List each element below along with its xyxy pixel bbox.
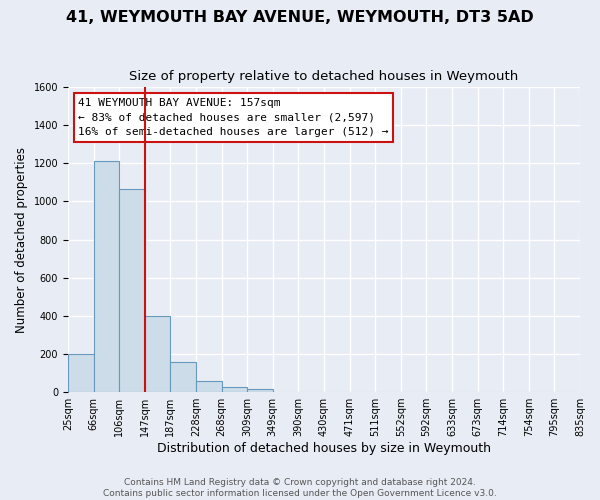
X-axis label: Distribution of detached houses by size in Weymouth: Distribution of detached houses by size … xyxy=(157,442,491,455)
Bar xyxy=(68,354,94,392)
Bar xyxy=(145,316,170,392)
Bar xyxy=(221,388,247,392)
Text: 41, WEYMOUTH BAY AVENUE, WEYMOUTH, DT3 5AD: 41, WEYMOUTH BAY AVENUE, WEYMOUTH, DT3 5… xyxy=(66,10,534,25)
Bar xyxy=(247,388,273,392)
Bar xyxy=(119,189,145,392)
Text: 41 WEYMOUTH BAY AVENUE: 157sqm
← 83% of detached houses are smaller (2,597)
16% : 41 WEYMOUTH BAY AVENUE: 157sqm ← 83% of … xyxy=(78,98,389,137)
Bar xyxy=(94,162,119,392)
Text: Contains HM Land Registry data © Crown copyright and database right 2024.
Contai: Contains HM Land Registry data © Crown c… xyxy=(103,478,497,498)
Bar xyxy=(170,362,196,392)
Y-axis label: Number of detached properties: Number of detached properties xyxy=(15,146,28,332)
Title: Size of property relative to detached houses in Weymouth: Size of property relative to detached ho… xyxy=(130,70,518,83)
Bar xyxy=(196,381,221,392)
